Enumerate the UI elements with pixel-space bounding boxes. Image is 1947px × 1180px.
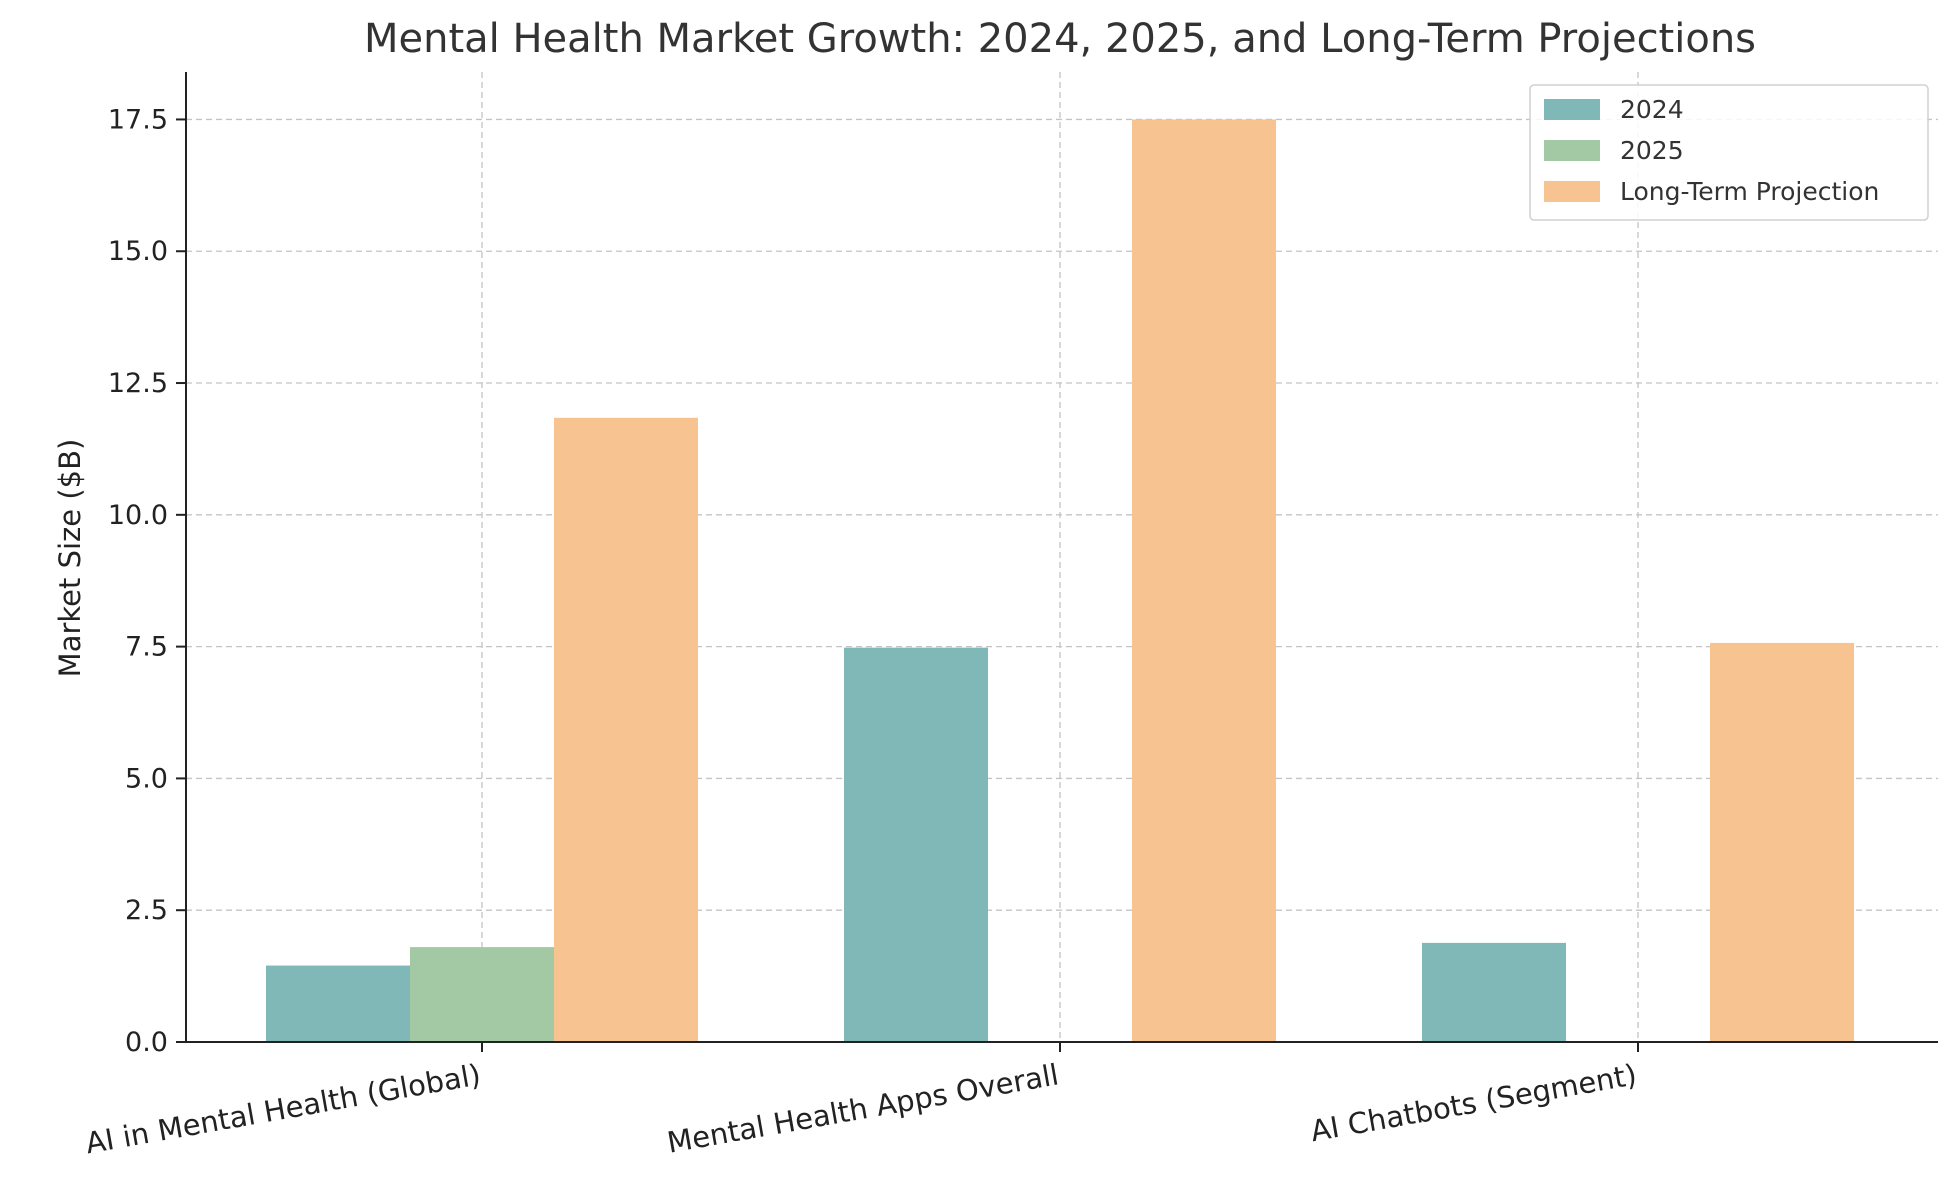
axes bbox=[176, 72, 1938, 1052]
bar bbox=[844, 647, 988, 1042]
legend-swatch bbox=[1544, 140, 1600, 161]
y-tick-labels: 0.0 2.5 5.0 7.5 10.0 12.5 15.0 17.5 bbox=[108, 104, 168, 1058]
bars bbox=[266, 119, 1854, 1043]
y-tick-label: 17.5 bbox=[108, 104, 168, 135]
y-tick-label: 0.0 bbox=[125, 1027, 168, 1058]
y-tick-label: 12.5 bbox=[108, 368, 168, 399]
bar bbox=[266, 965, 410, 1042]
legend-box bbox=[1529, 84, 1929, 221]
x-category-label: AI Chatbots (Segment) bbox=[1308, 1057, 1639, 1148]
y-tick-label: 10.0 bbox=[108, 500, 168, 531]
legend-label: 2024 bbox=[1620, 95, 1684, 124]
bar bbox=[554, 417, 698, 1043]
bar bbox=[1710, 642, 1854, 1042]
bar bbox=[410, 947, 554, 1042]
y-tick-label: 5.0 bbox=[125, 763, 168, 794]
legend: 2024 2025 Long-Term Projection bbox=[1529, 84, 1929, 221]
chart-title: Mental Health Market Growth: 2024, 2025,… bbox=[364, 16, 1756, 62]
y-axis-label: Market Size ($B) bbox=[53, 439, 87, 678]
x-category-label: Mental Health Apps Overall bbox=[665, 1057, 1062, 1159]
y-tick-label: 7.5 bbox=[125, 632, 168, 663]
y-tick-label: 15.0 bbox=[108, 236, 168, 267]
x-category-labels: AI in Mental Health (Global) Mental Healt… bbox=[83, 1057, 1639, 1160]
x-category-label: AI in Mental Health (Global) bbox=[83, 1057, 483, 1160]
legend-swatch bbox=[1544, 99, 1600, 120]
y-tick-label: 2.5 bbox=[125, 895, 168, 926]
legend-label: Long-Term Projection bbox=[1620, 177, 1879, 206]
gridlines bbox=[186, 72, 1938, 1042]
legend-label: 2025 bbox=[1620, 136, 1684, 165]
bar bbox=[1422, 942, 1566, 1042]
legend-swatch bbox=[1544, 181, 1600, 202]
bar bbox=[1132, 119, 1276, 1042]
